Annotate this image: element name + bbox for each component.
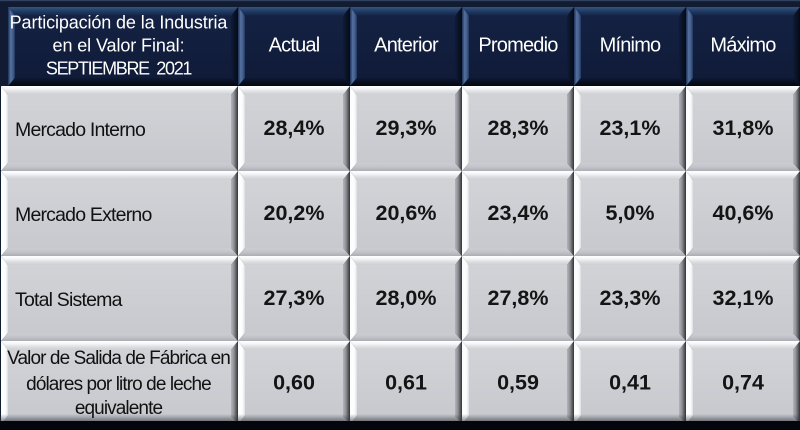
svg-text:32,1%: 32,1% (713, 286, 774, 310)
svg-text:28,0%: 28,0% (376, 286, 437, 310)
svg-text:23,4%: 23,4% (488, 201, 549, 225)
svg-text:Máximo: Máximo (710, 35, 776, 57)
svg-text:0,74: 0,74 (722, 371, 764, 395)
svg-text:20,6%: 20,6% (376, 201, 437, 225)
svg-text:28,3%: 28,3% (488, 116, 549, 140)
svg-text:Actual: Actual (269, 35, 320, 57)
svg-text:Mercado Externo: Mercado Externo (15, 204, 152, 226)
svg-text:Valor de Salida de Fábrica en: Valor de Salida de Fábrica en (7, 348, 230, 369)
svg-text:0,60: 0,60 (273, 371, 315, 395)
svg-text:0,41: 0,41 (609, 371, 651, 395)
svg-text:Total Sistema: Total Sistema (15, 289, 123, 311)
svg-text:28,4%: 28,4% (264, 116, 325, 140)
svg-text:27,3%: 27,3% (264, 286, 325, 310)
svg-text:40,6%: 40,6% (713, 201, 774, 225)
svg-text:23,3%: 23,3% (600, 286, 661, 310)
svg-text:dólares por litro de leche: dólares por litro de leche (26, 374, 211, 395)
svg-text:31,8%: 31,8% (713, 116, 774, 140)
svg-text:5,0%: 5,0% (605, 201, 654, 225)
svg-text:29,3%: 29,3% (376, 116, 437, 140)
svg-text:en el Valor Final:: en el Valor Final: (53, 36, 185, 56)
svg-text:23,1%: 23,1% (600, 116, 661, 140)
svg-text:0,61: 0,61 (385, 371, 427, 395)
svg-text:Mercado Interno: Mercado Interno (15, 119, 146, 141)
svg-text:equivalente: equivalente (75, 398, 163, 419)
svg-text:Anterior: Anterior (374, 35, 439, 57)
svg-text:Participación de la Industria: Participación de la Industria (10, 13, 229, 33)
svg-text:20,2%: 20,2% (264, 201, 325, 225)
svg-text:27,8%: 27,8% (488, 286, 549, 310)
svg-text:Mínimo: Mínimo (600, 35, 661, 57)
svg-text:Promedio: Promedio (478, 35, 558, 57)
svg-text:0,59: 0,59 (497, 371, 539, 395)
svg-text:SEPTIEMBRE 2021: SEPTIEMBRE 2021 (46, 59, 193, 79)
